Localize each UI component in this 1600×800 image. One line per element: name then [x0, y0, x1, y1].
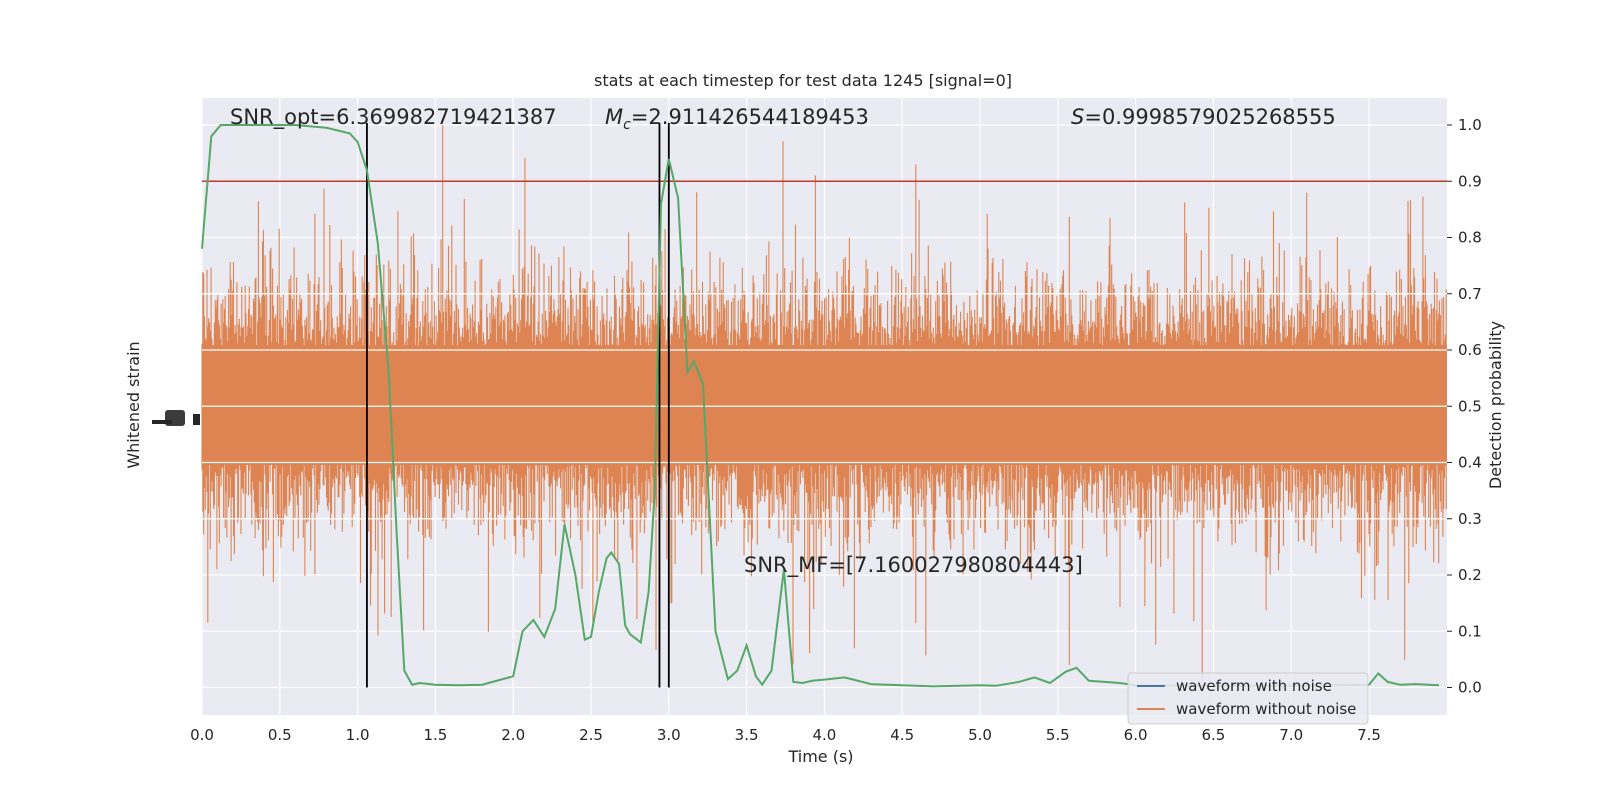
x-tick-label: 5.5 [1046, 726, 1070, 744]
left-tick-mark [152, 420, 172, 424]
annotation-s-value: =0.9998579025268555 [1084, 105, 1335, 129]
annotation-mc-subscript: c [623, 117, 631, 133]
y-tick-label: 0.7 [1458, 285, 1482, 303]
x-tick-label: 3.5 [735, 726, 759, 744]
reference-lines [202, 123, 1447, 688]
x-tick-label: 3.0 [657, 726, 681, 744]
annotation-mc-symbol: M [605, 105, 623, 129]
left-axis-tick-clutter [152, 410, 200, 426]
detection-probability-line [201, 124, 1440, 688]
chart-title: stats at each timestep for test data 124… [594, 71, 1012, 90]
x-tick-label: 1.5 [423, 726, 447, 744]
y-tick-label: 0.4 [1458, 454, 1482, 472]
x-tick-label: 1.0 [346, 726, 370, 744]
y-tick-label: 0.9 [1458, 172, 1482, 190]
strain-series [201, 125, 1447, 690]
x-tick-label: 2.5 [579, 726, 603, 744]
annotation-s-symbol: S [1071, 105, 1084, 129]
annotation-snr-opt: SNR_opt=6.369982719421387 [230, 105, 557, 130]
x-tick-label: 2.0 [501, 726, 525, 744]
annotation-s: S=0.9998579025268555 [1071, 105, 1336, 129]
y-axis-left-label: Whitened strain [124, 341, 143, 468]
legend-label-without-noise: waveform without noise [1176, 700, 1356, 718]
x-axis-label: Time (s) [787, 747, 853, 766]
x-tick-label: 6.5 [1201, 726, 1225, 744]
y-tick-label: 0.2 [1458, 566, 1482, 584]
legend-box [1127, 672, 1369, 725]
x-tick-label: 5.0 [968, 726, 992, 744]
x-tick-label: 7.0 [1279, 726, 1303, 744]
left-tick-mark [165, 410, 185, 426]
x-tick-label: 0.0 [190, 726, 214, 744]
probability-series [201, 124, 1440, 688]
annotation-mc-value: =2.911426544189453 [631, 105, 869, 129]
y-tick-label: 0.0 [1458, 679, 1482, 697]
y-tick-label: 0.6 [1458, 341, 1482, 359]
x-tick-label: 0.5 [268, 726, 292, 744]
y-axis-right-label: Detection probability [1486, 321, 1505, 489]
y-tick-label: 0.8 [1458, 229, 1482, 247]
y-tick-label: 0.3 [1458, 510, 1482, 528]
left-tick-mark [193, 414, 200, 425]
legend: waveform with noise waveform without noi… [1127, 672, 1369, 725]
x-axis-ticks: 0.0 0.5 1.0 1.5 2.0 2.5 3.0 3.5 4.0 4.5 5.0 5.5 6.0 6… [190, 726, 1381, 744]
annotation-snr-mf: SNR_MF=[7.160027980804443] [744, 553, 1083, 578]
x-tick-label: 4.0 [812, 726, 836, 744]
legend-label-with-noise: waveform with noise [1176, 677, 1332, 695]
y-tick-label: 0.1 [1458, 622, 1482, 640]
x-tick-label: 7.5 [1357, 726, 1381, 744]
y-tick-label: 1.0 [1458, 116, 1482, 134]
y-axis-right-ticks: 0.0 0.1 0.2 0.3 0.4 0.5 0.6 0.7 0.8 0.9 1.0 [1447, 116, 1482, 697]
y-tick-label: 0.5 [1458, 397, 1482, 415]
x-tick-label: 6.0 [1124, 726, 1148, 744]
annotation-chirp-mass: Mc=2.911426544189453 [605, 105, 869, 133]
x-tick-label: 4.5 [890, 726, 914, 744]
